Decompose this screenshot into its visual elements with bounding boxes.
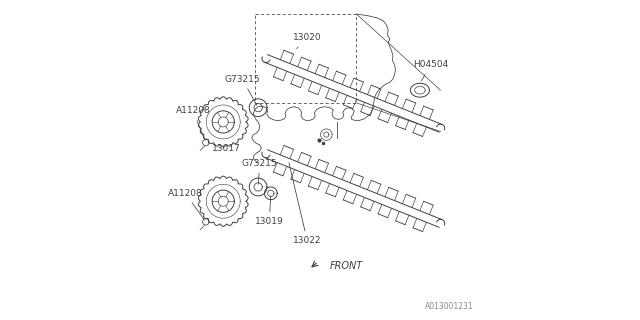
Text: A013001231: A013001231 (425, 302, 474, 311)
Text: 13019: 13019 (255, 196, 284, 226)
Text: A11208: A11208 (176, 106, 211, 140)
Text: FRONT: FRONT (330, 261, 363, 271)
Text: H04504: H04504 (413, 60, 449, 81)
Text: G73215: G73215 (242, 159, 278, 184)
Text: A11208: A11208 (168, 189, 204, 220)
Text: 13022: 13022 (289, 163, 321, 245)
Text: 13020: 13020 (293, 33, 322, 49)
Text: 13017: 13017 (212, 144, 241, 153)
Text: G73215: G73215 (225, 75, 260, 105)
